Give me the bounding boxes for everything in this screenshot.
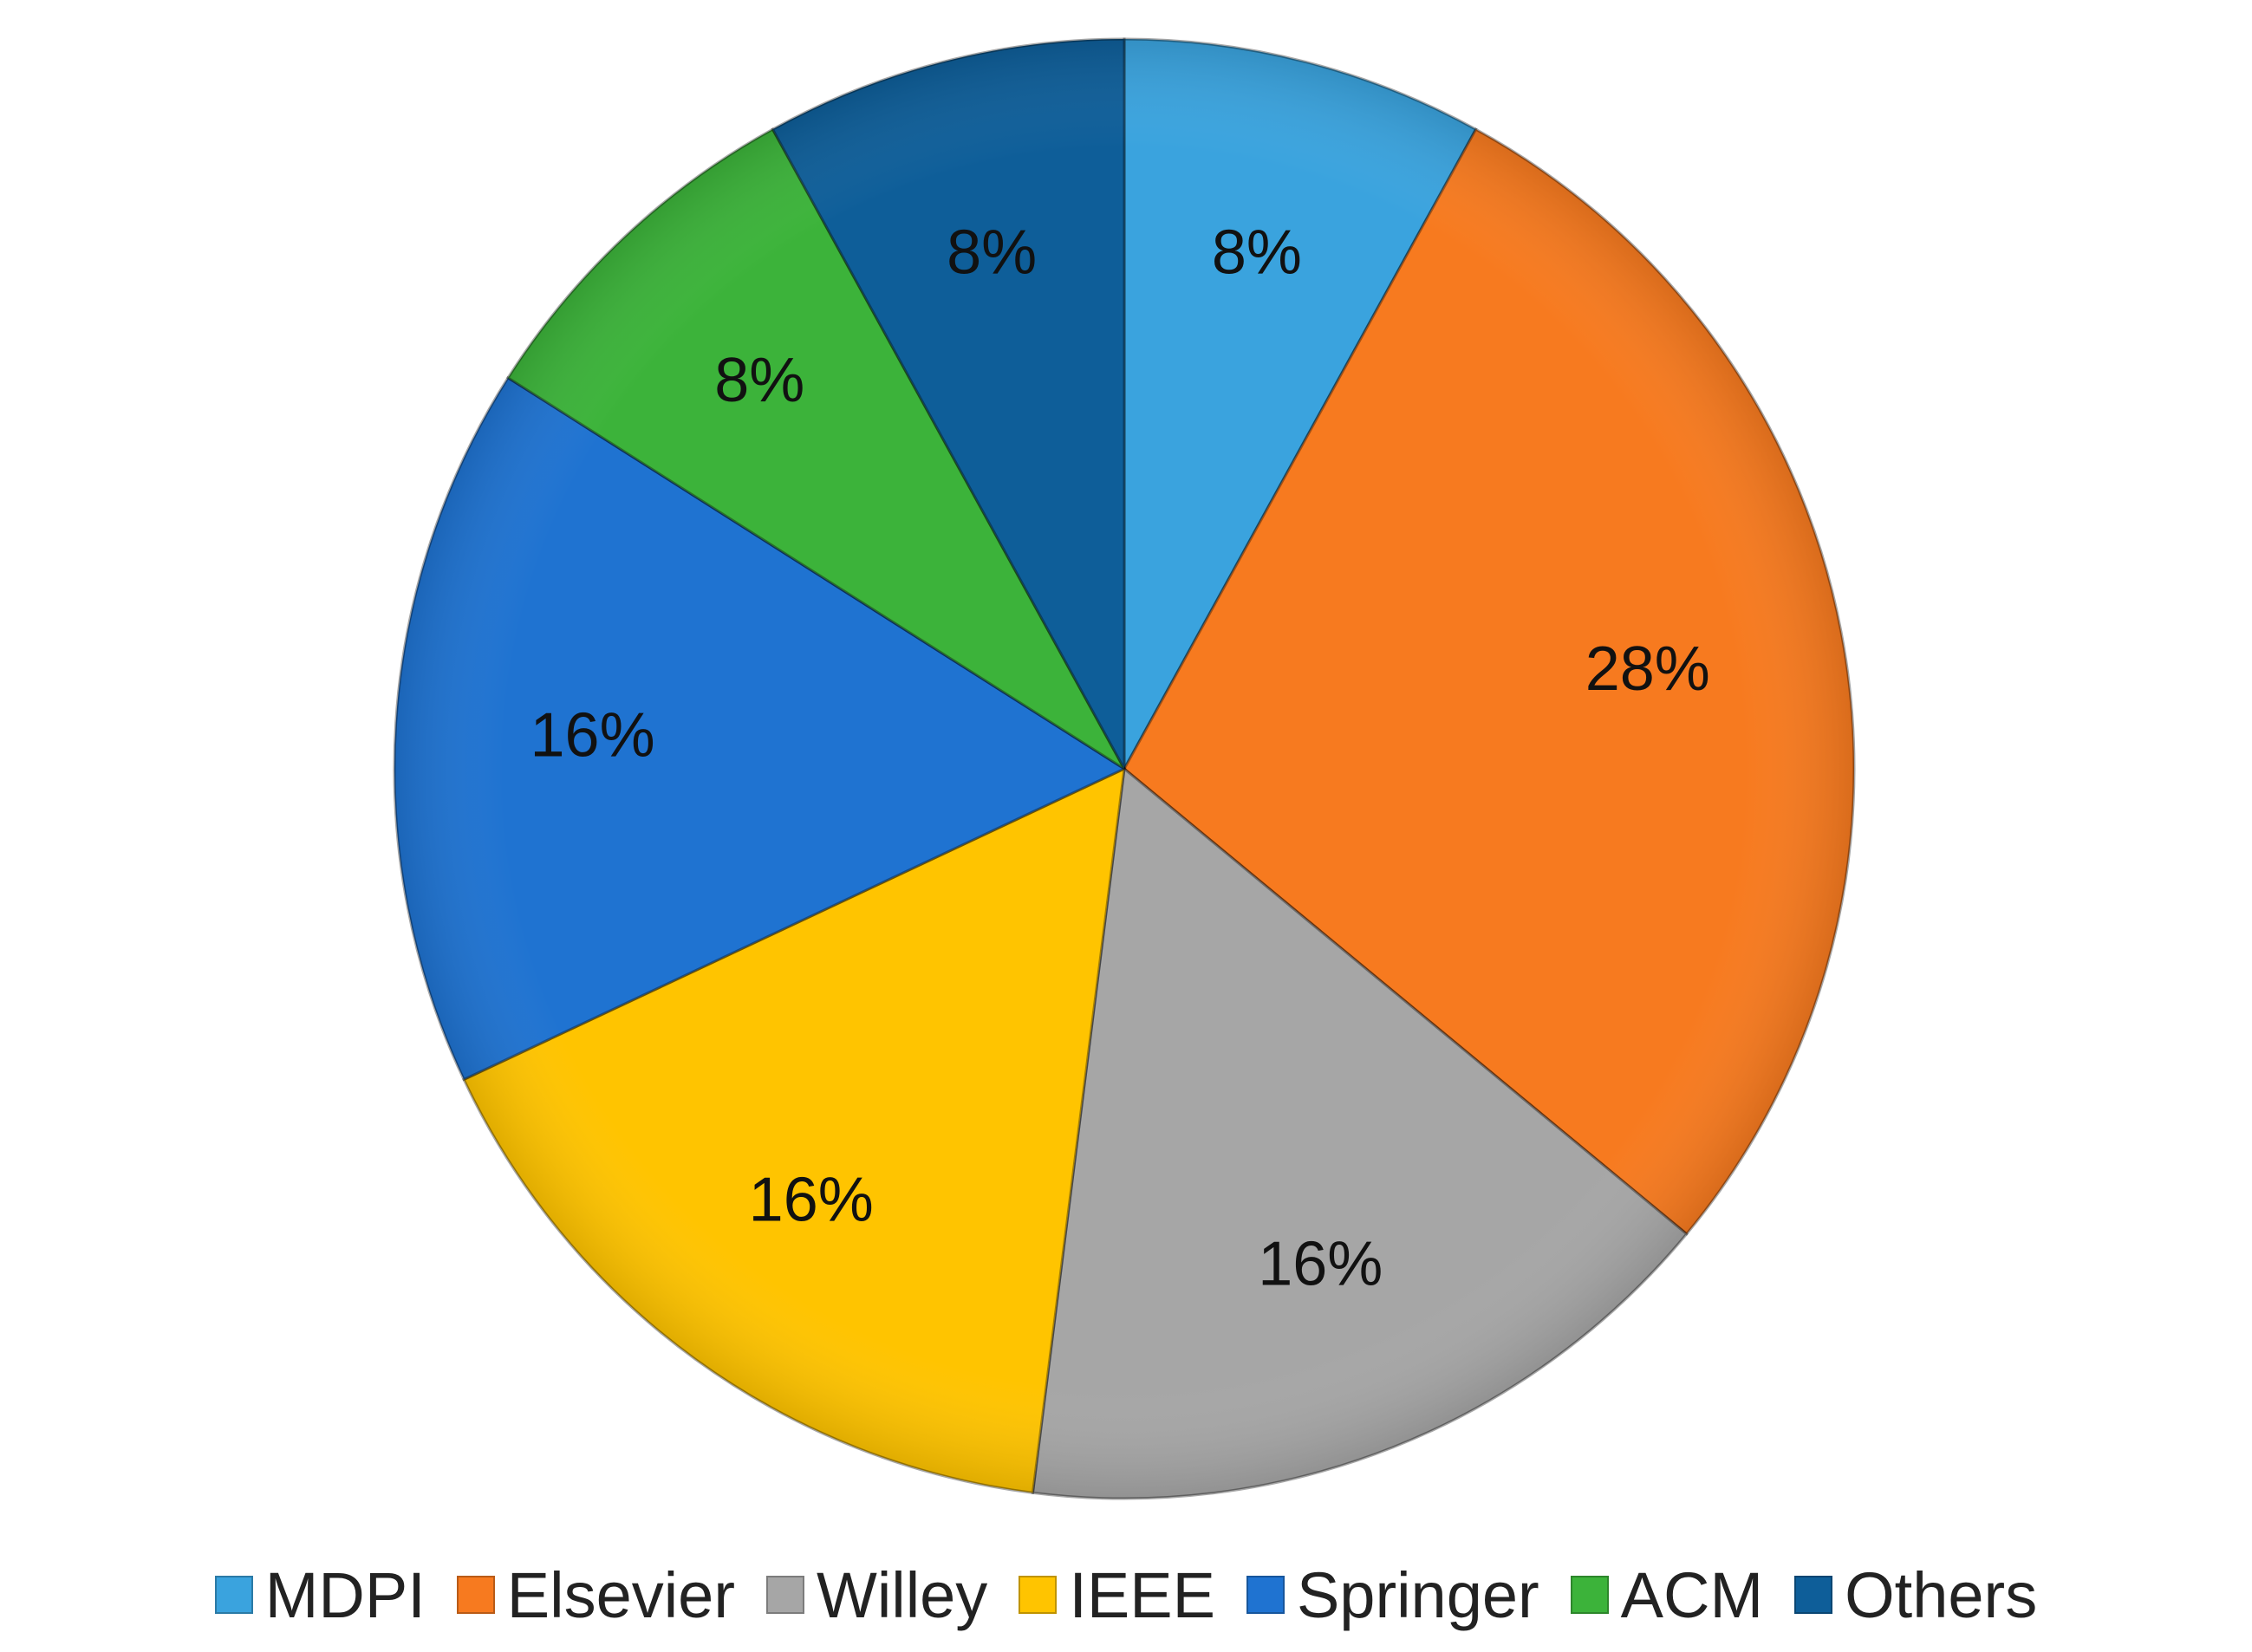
legend-item-others: Others	[1794, 1558, 2037, 1632]
data-label-ieee: 16%	[749, 1165, 874, 1234]
legend: MDPI Elsevier Willey IEEE Springer ACM Others	[0, 1551, 2252, 1638]
legend-label-others: Others	[1845, 1558, 2038, 1631]
legend-swatch-others	[1794, 1576, 1833, 1614]
legend-label-willey: Willey	[816, 1558, 988, 1631]
legend-swatch-acm	[1570, 1576, 1609, 1614]
legend-swatch-mdpi	[214, 1576, 253, 1614]
legend-item-willey: Willey	[765, 1558, 988, 1632]
legend-swatch-willey	[765, 1576, 804, 1614]
legend-item-acm: ACM	[1570, 1558, 1764, 1632]
legend-label-elsevier: Elsevier	[506, 1558, 735, 1631]
legend-label-acm: ACM	[1620, 1558, 1764, 1631]
legend-label-mdpi: MDPI	[264, 1558, 426, 1631]
data-label-springer: 16%	[530, 700, 654, 770]
data-label-willey: 16%	[1258, 1229, 1383, 1298]
legend-item-springer: Springer	[1246, 1558, 1539, 1632]
legend-item-elsevier: Elsevier	[456, 1558, 735, 1632]
legend-label-ieee: IEEE	[1069, 1558, 1215, 1631]
data-label-mdpi: 8%	[1212, 218, 1302, 288]
legend-swatch-elsevier	[456, 1576, 495, 1614]
data-label-elsevier: 28%	[1585, 634, 1710, 704]
legend-item-ieee: IEEE	[1019, 1558, 1215, 1632]
legend-label-springer: Springer	[1296, 1558, 1539, 1631]
legend-swatch-springer	[1246, 1576, 1285, 1614]
legend-swatch-ieee	[1019, 1576, 1058, 1614]
data-label-acm: 8%	[714, 346, 804, 415]
data-label-others: 8%	[947, 218, 1037, 288]
legend-item-mdpi: MDPI	[214, 1558, 426, 1632]
